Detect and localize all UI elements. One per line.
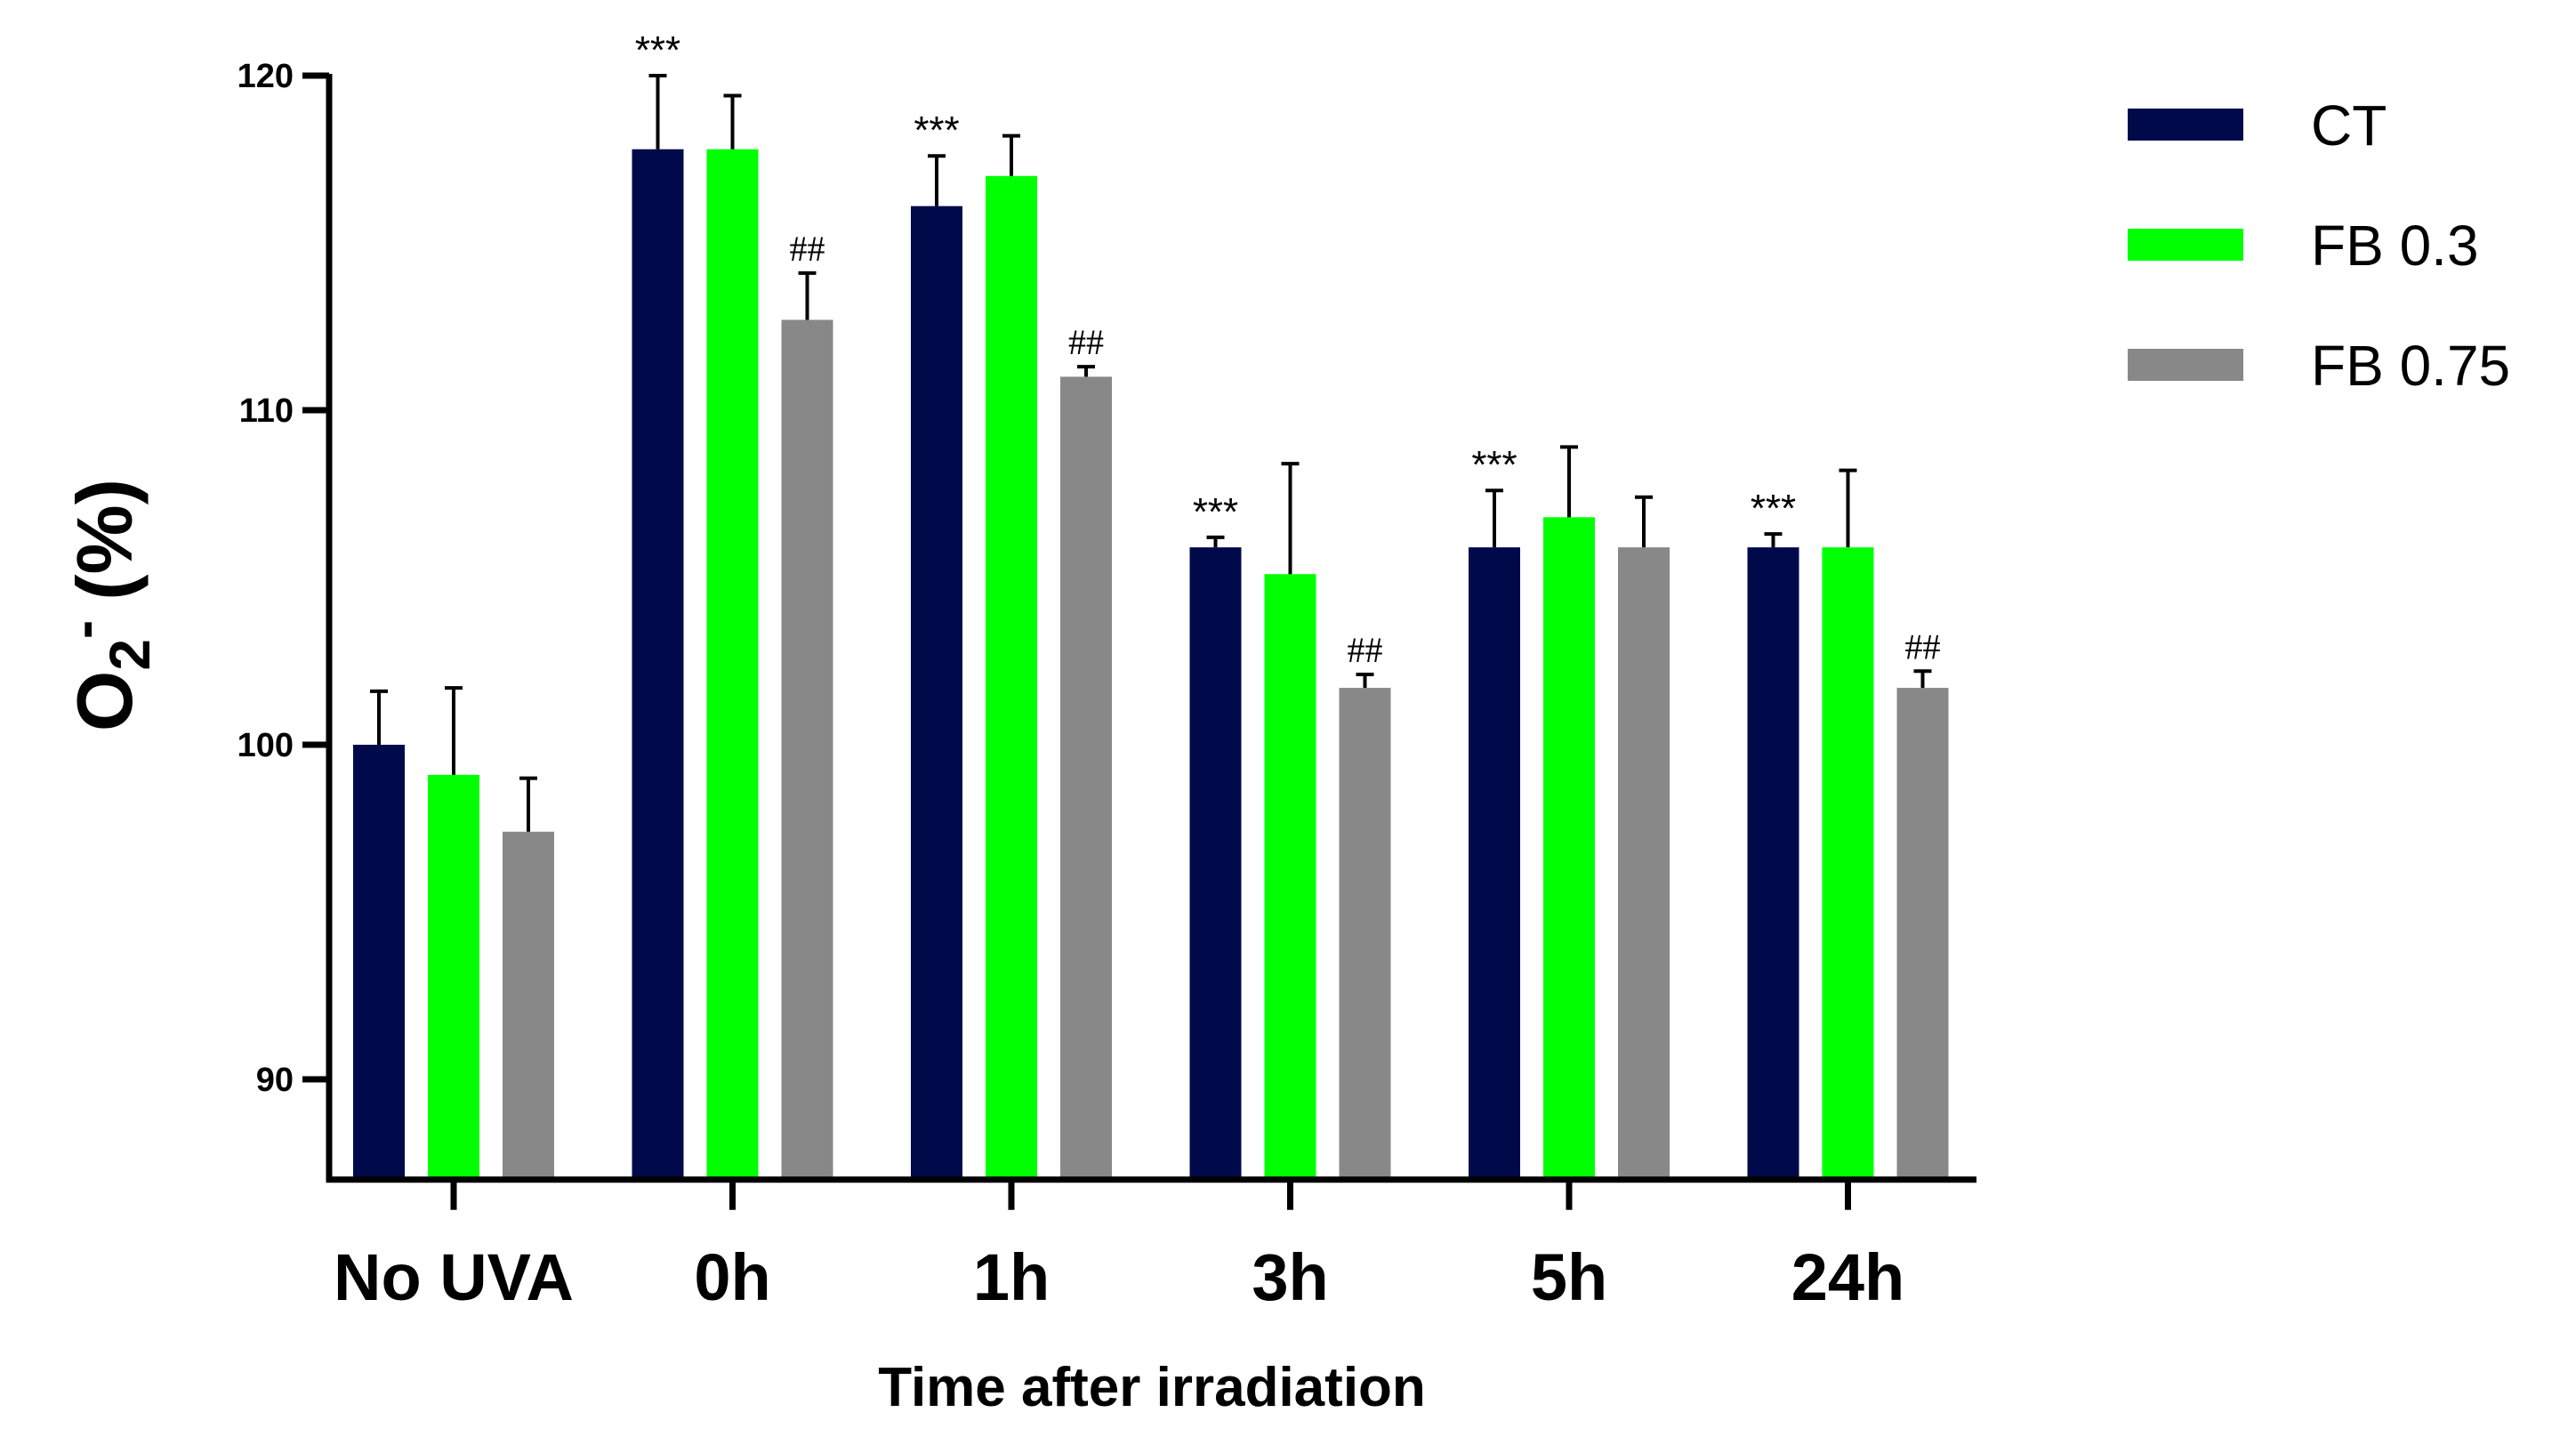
x-category-label: 5h xyxy=(1531,1240,1607,1314)
legend-swatch xyxy=(2128,109,2243,141)
y-tick-label: 90 xyxy=(256,1062,294,1099)
significance-star-label: *** xyxy=(1193,490,1238,534)
bar xyxy=(1618,547,1670,1180)
x-axis: No UVA 0h 1h 3h 5h 24h xyxy=(326,1176,1976,1314)
x-category-label: 0h xyxy=(694,1240,770,1314)
significance-hash-label: ## xyxy=(790,229,825,269)
significance-star-label: *** xyxy=(1751,487,1796,530)
legend-label: CT xyxy=(2311,93,2387,157)
bar xyxy=(1339,688,1391,1180)
bar xyxy=(1543,517,1595,1180)
bar xyxy=(706,149,759,1180)
bar xyxy=(1822,547,1874,1180)
legend-label: FB 0.75 xyxy=(2311,334,2510,398)
y-axis: 90 100 110 120 xyxy=(237,58,333,1183)
bar xyxy=(911,206,962,1180)
x-category-label: 24h xyxy=(1791,1240,1905,1314)
bar xyxy=(503,831,554,1180)
annotations-layer: *** ## *** ## *** ## *** *** ## xyxy=(635,28,1941,670)
bar xyxy=(1189,547,1242,1180)
y-tick-label: 120 xyxy=(237,58,294,95)
bar xyxy=(1060,376,1112,1180)
bar xyxy=(781,319,833,1180)
bar xyxy=(353,745,405,1180)
y-tick-label: 100 xyxy=(237,727,294,764)
bar xyxy=(1264,574,1316,1180)
significance-hash-label: ## xyxy=(1068,322,1104,362)
bar xyxy=(1747,547,1799,1180)
x-category-label: 3h xyxy=(1252,1240,1328,1314)
significance-star-label: *** xyxy=(1471,443,1517,487)
x-axis-title: Time after irradiation xyxy=(878,1357,1426,1418)
y-axis-title: O2-(%) xyxy=(52,479,162,731)
bar xyxy=(428,774,479,1180)
significance-hash-label: ## xyxy=(1348,630,1383,670)
legend: CT FB 0.3 FB 0.75 xyxy=(2128,93,2510,398)
x-category-label: 1h xyxy=(973,1240,1050,1314)
bar xyxy=(1469,547,1520,1180)
legend-swatch xyxy=(2128,349,2243,381)
bar xyxy=(632,149,684,1180)
y-tick-label: 110 xyxy=(239,392,294,430)
bar xyxy=(1896,688,1949,1180)
legend-swatch xyxy=(2128,229,2243,261)
bar xyxy=(986,175,1037,1180)
significance-star-label: *** xyxy=(914,109,959,152)
bars-layer xyxy=(353,149,1949,1180)
legend-label: FB 0.3 xyxy=(2311,214,2479,278)
error-bars-layer xyxy=(370,74,1932,832)
x-category-label: No UVA xyxy=(334,1240,574,1314)
significance-star-label: *** xyxy=(635,28,680,72)
significance-hash-label: ## xyxy=(1905,626,1941,666)
